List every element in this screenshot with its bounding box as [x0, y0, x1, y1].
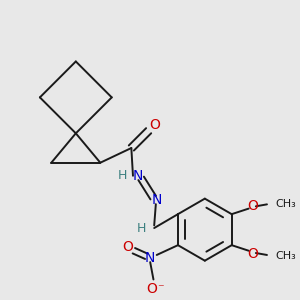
- Text: H: H: [137, 221, 146, 235]
- Text: CH₃: CH₃: [275, 199, 296, 209]
- Text: H: H: [118, 169, 127, 182]
- Text: O: O: [122, 241, 133, 254]
- Text: ⁻: ⁻: [157, 282, 164, 295]
- Text: N: N: [133, 169, 143, 183]
- Text: N: N: [145, 251, 155, 265]
- Text: O: O: [146, 282, 157, 296]
- Text: O: O: [248, 199, 258, 213]
- Text: N: N: [152, 193, 162, 207]
- Text: O: O: [248, 247, 258, 261]
- Text: CH₃: CH₃: [275, 250, 296, 261]
- Text: O: O: [149, 118, 160, 132]
